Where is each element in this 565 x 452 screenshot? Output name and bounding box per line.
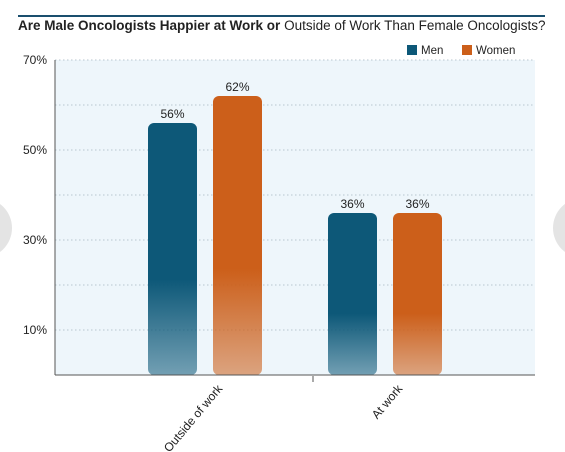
title-rule [18,15,545,17]
x-category-label: At work [369,381,406,421]
legend-label-men: Men [421,45,443,57]
bar-women [393,213,442,375]
data-label: 56% [160,107,184,121]
plot-area [55,60,535,375]
legend-swatch-men [407,45,417,55]
data-label: 36% [405,197,429,211]
legend-swatch-women [462,45,472,55]
data-label: 62% [225,80,249,94]
chart-title: Are Male Oncologists Happier at Work or … [18,18,558,33]
y-tick-label: 10% [23,323,47,337]
y-tick-label: 50% [23,143,47,157]
bar-men [328,213,377,375]
chart-title-rest: Outside of Work Than Female Oncologists? [284,18,546,33]
chart-title-bold: Are Male Oncologists Happier at Work or [18,18,281,33]
x-category-label: Outside of work [161,381,226,452]
bar-men [148,123,197,375]
y-tick-label: 70% [23,53,47,67]
data-label: 36% [340,197,364,211]
bar-women [213,96,262,375]
legend-label-women: Women [476,45,515,57]
y-tick-label: 30% [23,233,47,247]
